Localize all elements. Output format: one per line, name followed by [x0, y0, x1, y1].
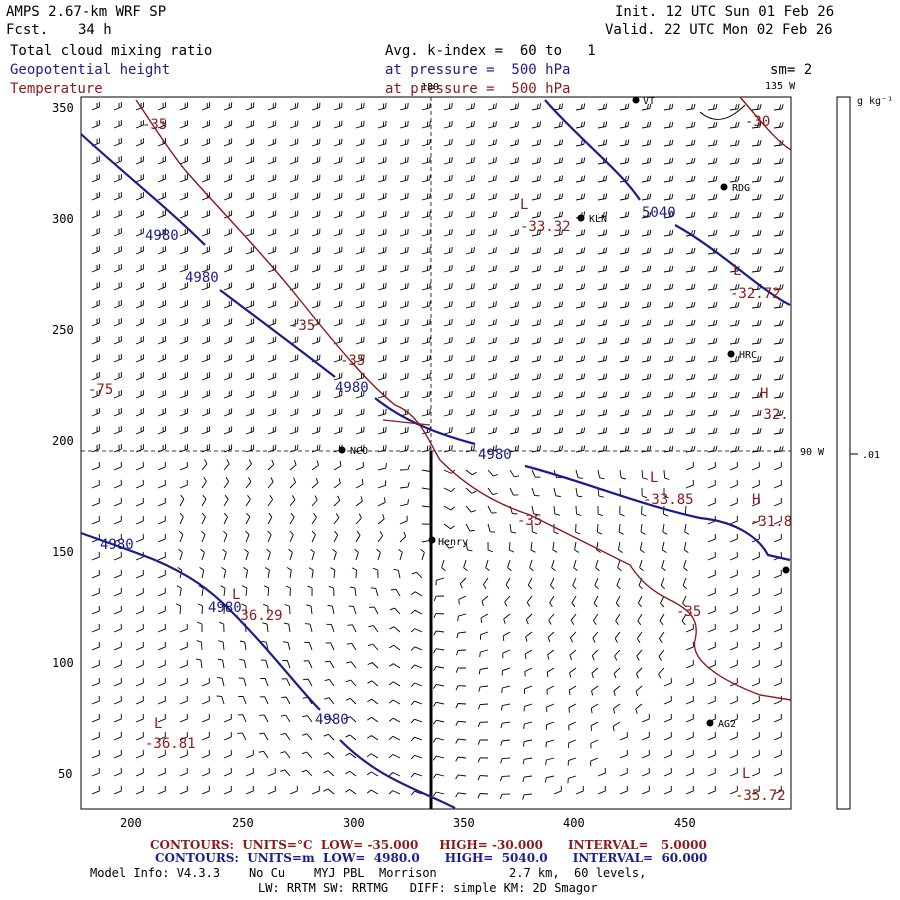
station-kln: KLN [589, 214, 608, 225]
station-nco-dot [338, 446, 346, 454]
low-marker: L [232, 587, 241, 603]
smoothing-label: sm= 2 [770, 62, 813, 78]
high-value: -32. [755, 407, 789, 423]
colorbar-unit: g kg⁻¹ [857, 96, 894, 107]
height-label: 4980 [335, 380, 369, 396]
temp-contour [739, 96, 792, 151]
height-label: 5040 [642, 205, 676, 221]
x-tick: 250 [232, 816, 254, 830]
height-label: 4980 [478, 447, 512, 463]
temp-label: -75 [88, 382, 114, 398]
temp-label: -35 [676, 604, 702, 620]
station-nco: NCO [350, 446, 369, 457]
low-value: -35.72 [735, 788, 786, 804]
y-tick: 150 [52, 545, 74, 559]
field-temp-desc: at pressure = 500 hPa [385, 81, 571, 97]
temp-label: -30 [745, 114, 771, 130]
height-contour [80, 133, 336, 378]
station-henry-dot [428, 536, 436, 544]
height-label: 4980 [208, 600, 242, 616]
y-tick: 300 [52, 212, 74, 226]
height-contour [544, 99, 791, 306]
temp-ticks [382, 419, 431, 426]
x-tick: 350 [453, 816, 475, 830]
low-value: -33.32 [520, 219, 571, 235]
model-title: AMPS 2.67-km WRF SP [6, 4, 167, 20]
x-tick: 400 [563, 816, 585, 830]
station-rdg-dot [720, 183, 728, 191]
low-value: -32.72 [730, 286, 781, 302]
height-label: 4980 [100, 537, 134, 553]
temp-contours [135, 96, 792, 701]
lon-135w-label: 135 W [765, 81, 796, 92]
station-hrc: HRC [739, 350, 758, 361]
low-marker: L [650, 470, 659, 486]
colorbar-value: .01 [862, 450, 881, 461]
fcst-value: 34 h [78, 22, 112, 38]
y-tick: 50 [58, 767, 73, 781]
low-marker: L [520, 197, 529, 213]
temp-label: -35 [290, 318, 316, 334]
wind-barbs [91, 101, 784, 800]
low-value: -33.85 [643, 492, 694, 508]
temp-contour-info: CONTOURS: UNITS=°C LOW= -35.000 HIGH= -3… [150, 838, 707, 852]
low-marker: L [742, 766, 751, 782]
init-time: Init. 12 UTC Sun 01 Feb 26 [615, 4, 835, 20]
height-label: 4980 [145, 228, 179, 244]
station-vt-dot [632, 96, 640, 104]
field-height-desc: at pressure = 500 hPa [385, 62, 571, 78]
y-tick: 350 [52, 101, 74, 115]
station-rdg: RDG [732, 183, 751, 194]
station-markers [338, 96, 790, 727]
high-value: -31.8 [750, 514, 793, 530]
low-value: -36.81 [145, 736, 196, 752]
x-tick: 200 [120, 816, 142, 830]
temp-label: -35 [517, 513, 543, 529]
station-ag2-dot [706, 719, 714, 727]
y-tick: 200 [52, 434, 74, 448]
field-cloud-desc: Avg. k-index = 60 to 1 [385, 43, 596, 59]
station-vt: VT [643, 96, 656, 107]
x-tick: 300 [343, 816, 365, 830]
station-ag2: AG2 [718, 719, 737, 730]
low-value: -36.29 [232, 608, 283, 624]
low-marker: L [154, 716, 163, 732]
x-tick: 450 [674, 816, 696, 830]
station-henry: Henry [438, 537, 469, 548]
low-marker: L [733, 263, 742, 279]
valid-time: Valid. 22 UTC Mon 02 Feb 26 [605, 22, 833, 38]
station-hrc-dot [727, 350, 735, 358]
high-marker: H [760, 386, 769, 402]
y-tick: 250 [52, 323, 74, 337]
height-label: 4980 [185, 270, 219, 286]
station-kln-dot [577, 214, 585, 222]
colorbar [836, 96, 851, 810]
lon-180-label: 180 [421, 82, 440, 93]
height-contours [80, 99, 791, 809]
model-info: Model Info: V4.3.3 No Cu MYJ PBL Morriso… [90, 866, 647, 880]
lon-90w-label: 90 W [800, 447, 825, 458]
height-label: 4980 [315, 712, 349, 728]
temp-contour [135, 99, 792, 701]
height-contour [80, 531, 456, 809]
map-frame [80, 96, 792, 810]
height-contour-info: CONTOURS: UNITS=m LOW= 4980.0 HIGH= 5040… [155, 851, 708, 865]
field-cloud: Total cloud mixing ratio [10, 43, 213, 59]
model-info-2: LW: RRTM SW: RRTMG DIFF: simple KM: 2D S… [258, 881, 598, 895]
fcst-label: Fcst. [6, 22, 49, 38]
station-edge-dot [782, 566, 790, 574]
temp-label: -35 [340, 353, 366, 369]
temp-label: -35 [142, 117, 168, 133]
high-marker: H [752, 492, 761, 508]
wind-barb-paths [91, 101, 784, 800]
field-height: Geopotential height [10, 62, 171, 78]
field-temp: Temperature [10, 81, 103, 97]
height-contour [699, 104, 746, 120]
y-tick: 100 [52, 656, 74, 670]
